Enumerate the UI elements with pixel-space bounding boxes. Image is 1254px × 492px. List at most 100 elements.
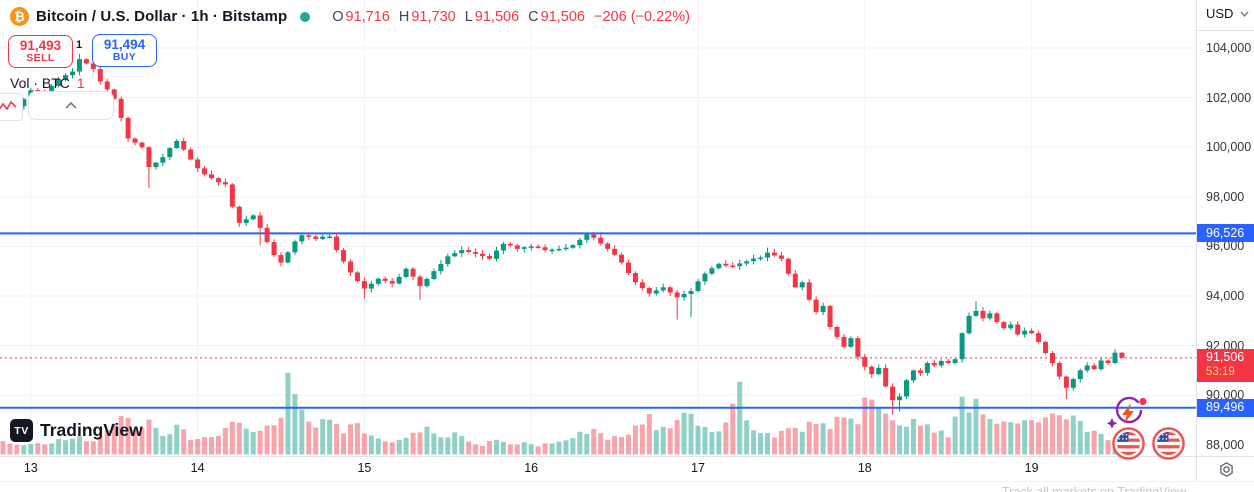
buy-price: 91,494 [103, 37, 146, 53]
candle [959, 333, 965, 360]
volume-bar [931, 432, 937, 455]
volume-bar [250, 432, 256, 455]
market-status-dot[interactable] [300, 11, 311, 22]
volume-bar [1105, 440, 1111, 455]
symbol-title[interactable]: Bitcoin / U.S. Dollar · 1h · Bitstamp [36, 8, 288, 25]
candle [285, 252, 291, 263]
volume-bar [1049, 413, 1055, 455]
volume-bar [598, 433, 604, 455]
volume-bar [626, 434, 631, 455]
candle [598, 237, 604, 244]
volume-bar [188, 439, 194, 455]
buy-button[interactable]: 91,494 BUY [92, 34, 157, 67]
gear-icon [1219, 462, 1233, 477]
candle [243, 219, 249, 223]
attribution-text[interactable]: Track all markets on TradingView [1002, 485, 1187, 492]
candle [209, 174, 214, 179]
sell-button[interactable]: 91,493 SELL [8, 35, 73, 68]
candle [556, 248, 562, 251]
volume-bar [42, 444, 48, 455]
candle [327, 236, 333, 238]
volume-bar [632, 425, 638, 455]
volume-bar [758, 433, 764, 455]
volume-bar [827, 429, 833, 455]
volume-bar [848, 418, 854, 455]
volume-bar [361, 433, 367, 455]
candle [987, 313, 993, 319]
tradingview-logo[interactable]: TV TradingView [10, 419, 143, 442]
candle [97, 69, 103, 82]
candle [487, 256, 492, 259]
volume-bar [236, 422, 242, 455]
price-tick-label: 98,000 [1206, 189, 1245, 204]
candle [570, 245, 576, 248]
volume-bar [139, 427, 145, 455]
volume-bar [542, 443, 548, 455]
candle [1105, 360, 1111, 363]
volume-bar [1015, 423, 1021, 455]
candle [410, 268, 416, 277]
price-tick-label: 94,000 [1206, 289, 1245, 303]
volume-bar [876, 408, 882, 455]
candlestick-chart [0, 0, 1196, 456]
pane-chart-type-icon[interactable] [0, 93, 23, 121]
volume-bar [313, 427, 319, 455]
volume-bar [375, 438, 381, 455]
volume-bar [591, 428, 597, 455]
candle [354, 272, 360, 282]
candle [1008, 324, 1014, 329]
candle [1077, 370, 1083, 380]
candle [139, 142, 145, 148]
price-tick-label: 104,000 [1206, 40, 1252, 55]
level-price-badge[interactable]: 96,526 [1197, 224, 1254, 243]
candle [181, 140, 187, 150]
currency-label: USD [1206, 6, 1234, 21]
candle [236, 206, 242, 223]
candle [375, 278, 381, 284]
candle [584, 234, 590, 240]
us-flag-event-icon[interactable] [1112, 427, 1145, 460]
level-lines[interactable] [0, 232, 1196, 409]
candle [1036, 333, 1042, 342]
scale-settings-button[interactable] [1196, 456, 1254, 482]
candle [799, 282, 805, 288]
price-tick-label: 88,000 [1206, 437, 1245, 452]
candle [1049, 353, 1055, 363]
volume-bar [612, 436, 618, 455]
usd-currency-selector[interactable]: USD [1206, 6, 1249, 21]
volume-bar [264, 425, 270, 455]
volume-bar [83, 441, 89, 455]
chevron-up-icon [65, 102, 77, 109]
price-axis[interactable]: USD 104,000 102,000 100,000 98,000 96,000 94,… [1196, 0, 1254, 481]
candle [966, 315, 972, 334]
us-flag-icon [1112, 427, 1145, 460]
volume-bar [785, 428, 791, 455]
volume-bar [1077, 421, 1083, 455]
candle [994, 313, 1000, 323]
us-flag-event-icon[interactable] [1152, 427, 1185, 460]
candle [1091, 365, 1097, 370]
volume-bar [1022, 420, 1028, 455]
time-axis[interactable]: 13 14 15 16 17 18 19 [0, 456, 1196, 482]
current-price-badge[interactable]: 91,506 53:19 [1197, 348, 1254, 382]
volume-bar [1008, 422, 1014, 455]
events-flash-icon[interactable] [1104, 395, 1150, 433]
volume-bar [174, 424, 180, 455]
volume-bar [410, 432, 416, 455]
level-price-badge[interactable]: 89,496 [1197, 398, 1254, 417]
candle [862, 356, 868, 367]
candle [952, 359, 958, 363]
volume-bar [389, 442, 395, 455]
candle [146, 147, 152, 168]
chart-canvas[interactable] [0, 0, 1196, 456]
candle [563, 247, 569, 250]
pane-collapse-button[interactable] [28, 91, 114, 120]
candle [535, 246, 541, 248]
volume-bar [744, 420, 750, 455]
volume-bar [605, 440, 611, 455]
volume-bar [924, 424, 930, 455]
volume-bar [556, 441, 562, 455]
candle [1056, 362, 1062, 377]
candle [417, 276, 423, 287]
